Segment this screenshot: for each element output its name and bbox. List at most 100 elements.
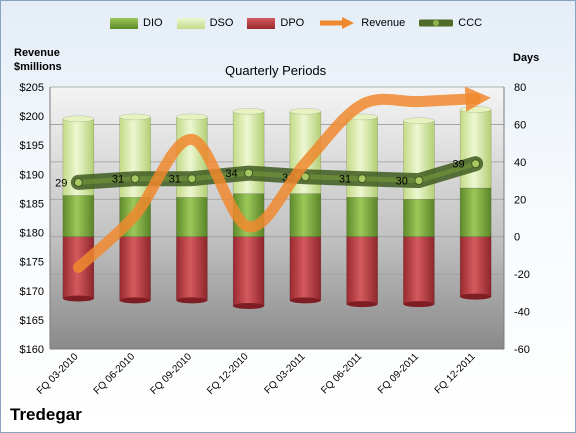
company-name: Tredegar (10, 405, 82, 424)
bar-dpo-body (346, 236, 378, 305)
ccc-point (414, 176, 424, 186)
x-tick-label: FQ 06-2010 (92, 351, 138, 397)
legend-label-dso: DSO (209, 17, 234, 29)
y-tick-left: $185 (20, 198, 44, 210)
y-tick-right: 40 (514, 157, 526, 169)
y-tick-left: $165 (20, 315, 44, 327)
bar-dso-cap (289, 108, 322, 115)
legend-swatch-dio (110, 17, 138, 29)
legend-label-ccc: CCC (458, 17, 483, 29)
y-tick-right: 60 (514, 119, 526, 131)
legend-swatch-dso (176, 17, 205, 29)
ccc-data-label: 31 (169, 174, 181, 186)
bar-dso-cap (403, 117, 435, 124)
bar-dso-cap (62, 115, 95, 123)
y-tick-left: $190 (20, 169, 44, 181)
bar-dpo-body (119, 236, 151, 301)
y-tick-left: $175 (20, 257, 44, 269)
y-axis-right-title: Days (513, 52, 540, 64)
legend-item-ccc: CCC (419, 16, 482, 30)
y-tick-right: -60 (514, 344, 530, 356)
bar-dpo (119, 236, 151, 301)
legend-item-dpo: DPO (247, 17, 304, 29)
y-axis-left-title: Revenue $millions (14, 46, 62, 74)
legend-label-dio: DIO (143, 17, 163, 29)
revenue-line (72, 86, 491, 273)
bar-dpo (459, 236, 492, 297)
y-tick-left: $200 (20, 111, 44, 123)
bar-dio-body (176, 197, 208, 237)
bar-dpo-base (233, 302, 265, 309)
bar-dio-body (289, 193, 322, 237)
legend-label-dpo: DPO (280, 17, 305, 29)
ccc-point (300, 172, 310, 182)
ccc-data-label: 29 (55, 177, 67, 189)
bar-dpo-base (119, 297, 151, 304)
y-tick-right: -20 (514, 269, 530, 281)
bar-dpo-body (289, 236, 322, 301)
bar-dpo-base (403, 301, 435, 308)
ccc-point (471, 159, 481, 169)
ccc-point (187, 174, 197, 184)
bar-dso-cap (232, 108, 265, 115)
x-tick-label: FQ 06-2011 (319, 351, 364, 396)
y-tick-left: $160 (20, 344, 44, 356)
bar-dio-body (459, 187, 492, 237)
plot-background (50, 87, 504, 349)
bar-dio (346, 197, 378, 237)
legend-swatch-dpo (247, 17, 276, 29)
bar-dpo-base (460, 293, 492, 300)
bar-dio-body (62, 195, 95, 237)
bar-dso (459, 106, 492, 189)
ccc-data-label: 31 (339, 174, 351, 186)
ccc-point (244, 168, 254, 178)
bar-dpo-base (62, 295, 94, 302)
ccc-line-highlight (75, 161, 479, 185)
x-tick-label: FQ 09-2010 (148, 351, 194, 397)
legend-item-revenue: Revenue (318, 16, 405, 30)
legend-item-dso: DSO (176, 17, 234, 29)
x-tick-label: FQ 03-2011 (263, 351, 308, 396)
legend-line-ccc (419, 19, 454, 27)
bar-dpo-body (459, 236, 492, 297)
bar-dpo-base (346, 301, 378, 308)
y-axis-left-title-line2: $millions (14, 61, 62, 73)
bar-dso-cap (176, 113, 208, 121)
y-axis-left-title-line1: Revenue (14, 47, 60, 59)
y-tick-right: -40 (514, 307, 530, 319)
ccc-data-label: 31 (112, 174, 124, 186)
bar-dso-body (459, 109, 492, 189)
bar-dpo-body (232, 236, 265, 307)
ccc-point (73, 177, 83, 187)
bar-dpo-body (176, 236, 208, 301)
bar-dso-cap (119, 113, 151, 121)
ccc-data-label: 39 (452, 159, 464, 171)
chart-title: Quarterly Periods (225, 63, 327, 78)
ccc-point (357, 174, 367, 184)
bar-dpo (232, 236, 265, 307)
bar-dpo (403, 236, 435, 305)
ccc-point (130, 174, 140, 184)
bar-dpo (346, 236, 378, 305)
bar-dpo-base (289, 297, 321, 304)
bar-dpo-base (176, 297, 208, 304)
y-tick-left: $170 (20, 286, 44, 298)
bar-dso-cap (459, 106, 492, 113)
bar-dio (62, 195, 95, 237)
ccc-data-label: 30 (396, 176, 408, 188)
x-tick-label: FQ 12-2010 (205, 351, 251, 397)
bar-dio (403, 199, 435, 237)
legend-item-dio: DIO (110, 17, 163, 29)
x-tick-label: FQ 03-2010 (35, 351, 81, 397)
bar-dio (289, 193, 322, 237)
bar-dio (459, 187, 492, 237)
bar-dpo (289, 236, 322, 301)
y-tick-right: 20 (514, 194, 526, 206)
y-tick-right: 80 (514, 82, 526, 94)
bar-dio-body (346, 197, 378, 237)
bar-dpo-body (403, 236, 435, 305)
y-tick-left: $180 (20, 228, 44, 240)
bar-dpo (176, 236, 208, 301)
legend-label-revenue: Revenue (361, 17, 406, 29)
